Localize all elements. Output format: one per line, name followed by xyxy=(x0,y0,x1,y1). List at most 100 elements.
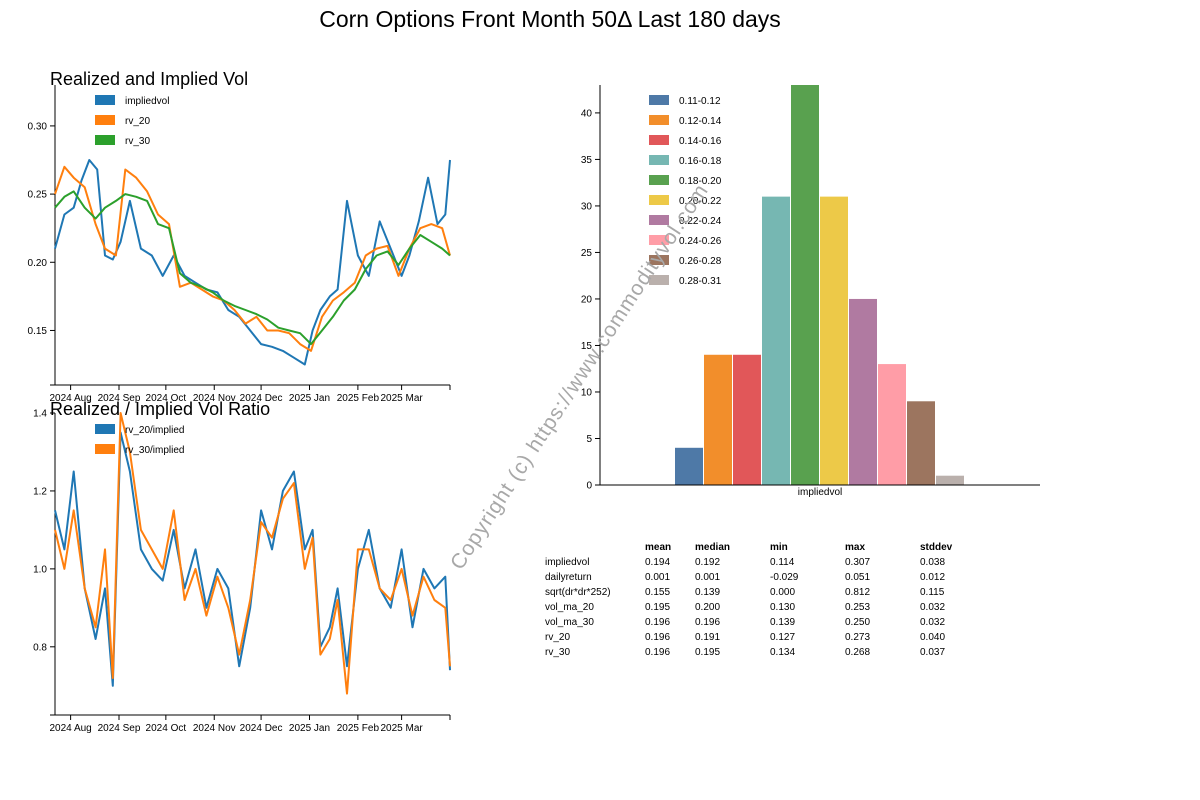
stats-cell-mean: 0.196 xyxy=(645,647,671,658)
stats-cell-mean: 0.196 xyxy=(645,632,671,643)
legend-label: impliedvol xyxy=(125,96,169,107)
hist-y-tick-label: 20 xyxy=(581,294,593,305)
x-tick-label: 2024 Dec xyxy=(240,723,283,734)
hist-x-label: impliedvol xyxy=(798,487,842,498)
hist-legend-swatch xyxy=(649,235,669,245)
stats-cell-min: 0.130 xyxy=(770,602,796,613)
x-tick-label: 2024 Dec xyxy=(240,393,283,404)
hist-y-tick-label: 10 xyxy=(581,387,593,398)
x-tick-label: 2024 Sep xyxy=(98,393,141,404)
stats-row: dailyreturn 0.001 0.001 -0.029 0.051 0.012 xyxy=(545,570,970,585)
stats-row-label: vol_ma_20 xyxy=(545,602,594,613)
y-tick-label: 0.15 xyxy=(28,326,48,337)
stats-row: sqrt(dr*dr*252) 0.155 0.139 0.000 0.812 0.115 xyxy=(545,585,970,600)
stats-cell-max: 0.812 xyxy=(845,587,871,598)
stats-cell-max: 0.273 xyxy=(845,632,871,643)
y-tick-label: 0.25 xyxy=(28,190,48,201)
hist-legend-swatch xyxy=(649,215,669,225)
legend-swatch xyxy=(95,135,115,145)
hist-y-tick-label: 40 xyxy=(581,108,593,119)
hist-y-tick-label: 30 xyxy=(581,201,593,212)
x-tick-label: 2024 Nov xyxy=(193,393,236,404)
y-tick-label: 0.20 xyxy=(28,258,48,269)
x-tick-label: 2024 Sep xyxy=(98,723,141,734)
legend-label: rv_20 xyxy=(125,116,150,127)
stats-table: mean median min max stddev impliedvol 0.1… xyxy=(545,540,970,660)
stats-row-label: dailyreturn xyxy=(545,572,592,583)
stats-row-label: rv_30 xyxy=(545,647,571,658)
hist-legend-swatch xyxy=(649,155,669,165)
stats-header-max: max xyxy=(845,542,866,553)
y-tick-label: 1.0 xyxy=(33,564,47,575)
stats-cell-median: 0.191 xyxy=(695,632,721,643)
stats-cell-mean: 0.194 xyxy=(645,557,671,568)
stats-cell-max: 0.307 xyxy=(845,557,871,568)
stats-cell-max: 0.253 xyxy=(845,602,871,613)
x-tick-label: 2024 Oct xyxy=(146,393,187,404)
stats-row: impliedvol 0.194 0.192 0.114 0.307 0.038 xyxy=(545,555,970,570)
legend-swatch xyxy=(95,95,115,105)
stats-row-label: impliedvol xyxy=(545,557,590,568)
x-tick-label: 2025 Mar xyxy=(380,393,423,404)
stats-cell-median: 0.200 xyxy=(695,602,721,613)
hist-legend-swatch xyxy=(649,195,669,205)
hist-y-tick-label: 25 xyxy=(581,248,593,259)
series-line-rv-20 xyxy=(54,165,451,352)
stats-cell-stddev: 0.115 xyxy=(920,587,945,598)
histogram-bar xyxy=(936,475,964,485)
stats-header-stddev: stddev xyxy=(920,542,953,553)
stats-cell-median: 0.192 xyxy=(695,557,721,568)
stats-cell-median: 0.001 xyxy=(695,572,721,583)
x-tick-label: 2025 Feb xyxy=(337,723,380,734)
stats-cell-min: 0.000 xyxy=(770,587,796,598)
x-tick-label: 2024 Oct xyxy=(146,723,187,734)
x-tick-label: 2025 Mar xyxy=(380,723,423,734)
stats-cell-mean: 0.001 xyxy=(645,572,671,583)
stats-cell-stddev: 0.032 xyxy=(920,617,946,628)
hist-y-tick-label: 15 xyxy=(581,341,593,352)
hist-legend-label: 0.20-0.22 xyxy=(679,196,722,207)
stats-cell-stddev: 0.032 xyxy=(920,602,946,613)
legend-label: rv_30 xyxy=(125,136,150,147)
panel-title: Realized and Implied Vol xyxy=(50,69,248,89)
hist-legend-label: 0.22-0.24 xyxy=(679,216,722,227)
stats-row-label: vol_ma_30 xyxy=(545,617,594,628)
hist-legend-label: 0.12-0.14 xyxy=(679,116,722,127)
x-tick-label: 2025 Jan xyxy=(289,393,330,404)
page-title: Corn Options Front Month 50Δ Last 180 da… xyxy=(319,6,781,32)
hist-legend-swatch xyxy=(649,175,669,185)
y-tick-label: 0.8 xyxy=(33,642,47,653)
stats-cell-mean: 0.195 xyxy=(645,602,671,613)
stats-header-median: median xyxy=(695,542,731,553)
stats-row: rv_30 0.196 0.195 0.134 0.268 0.037 xyxy=(545,645,970,660)
stats-cell-median: 0.195 xyxy=(695,647,721,658)
x-tick-label: 2024 Nov xyxy=(193,723,236,734)
stats-cell-max: 0.250 xyxy=(845,617,871,628)
hist-legend-label: 0.24-0.26 xyxy=(679,236,722,247)
stats-row-label: rv_20 xyxy=(545,632,571,643)
stats-cell-min: 0.127 xyxy=(770,632,796,643)
stats-cell-median: 0.196 xyxy=(695,617,721,628)
legend-label: rv_30/implied xyxy=(125,445,184,456)
stats-cell-median: 0.139 xyxy=(695,587,721,598)
series-line-impliedvol xyxy=(54,159,451,366)
hist-legend-label: 0.11-0.12 xyxy=(679,96,721,107)
stats-header-min: min xyxy=(770,542,788,553)
stats-cell-stddev: 0.037 xyxy=(920,647,946,658)
stats-cell-max: 0.051 xyxy=(845,572,871,583)
stats-cell-stddev: 0.012 xyxy=(920,572,946,583)
histogram-bar xyxy=(704,354,732,485)
y-tick-label: 1.4 xyxy=(33,409,47,420)
stats-cell-mean: 0.155 xyxy=(645,587,671,598)
hist-y-tick-label: 0 xyxy=(586,481,592,492)
stats-row: vol_ma_20 0.195 0.200 0.130 0.253 0.032 xyxy=(545,600,970,615)
histogram-bar xyxy=(907,401,935,485)
stats-cell-mean: 0.196 xyxy=(645,617,671,628)
y-tick-label: 0.30 xyxy=(28,121,48,132)
histogram-bar xyxy=(878,364,906,485)
stats-header-row: mean median min max stddev xyxy=(545,540,970,555)
stats-cell-min: 0.134 xyxy=(770,647,796,658)
histogram-bar xyxy=(791,85,819,485)
hist-legend-swatch xyxy=(649,115,669,125)
histogram-bar xyxy=(675,447,703,485)
